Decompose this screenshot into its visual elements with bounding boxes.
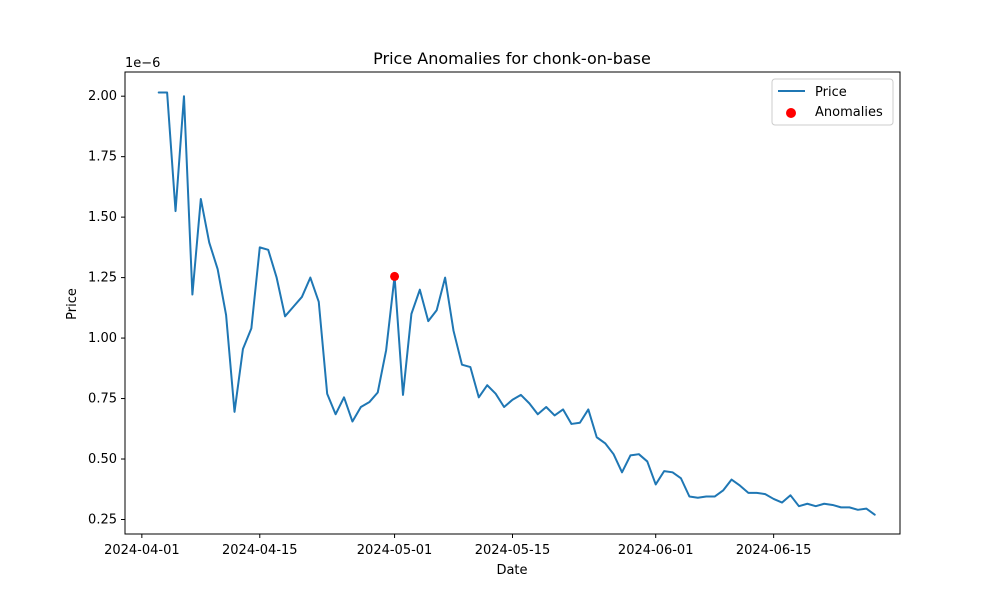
x-axis-ticks: 2024-04-01 2024-04-15 2024-05-01 2024-05-15… — [104, 534, 811, 558]
x-axis-label: Date — [496, 563, 527, 578]
y-tick-label: 0.25 — [88, 512, 117, 527]
y-tick-label: 0.75 — [88, 392, 117, 407]
anomaly-point — [390, 271, 400, 281]
anomaly-layer — [390, 271, 400, 281]
plot-area — [125, 72, 900, 534]
y-tick-label: 1.50 — [88, 210, 117, 225]
x-tick-label: 2024-06-01 — [618, 543, 694, 558]
x-tick-label: 2024-06-15 — [736, 543, 812, 558]
x-tick-label: 2024-04-15 — [222, 543, 298, 558]
y-tick-label: 1.75 — [88, 150, 117, 165]
y-axis-offset-label: 1e−6 — [125, 56, 160, 71]
x-tick-label: 2024-05-15 — [475, 543, 551, 558]
y-axis-ticks: 0.25 0.50 0.75 1.00 1.25 1.50 1.75 2.00 — [88, 89, 125, 527]
price-series-line — [157, 91, 876, 516]
legend-anomalies-label: Anomalies — [815, 105, 883, 120]
y-tick-label: 1.00 — [88, 331, 117, 346]
legend-price-label: Price — [815, 85, 847, 100]
y-tick-label: 2.00 — [88, 89, 117, 104]
y-axis-label: Price — [65, 288, 80, 320]
chart-title: Price Anomalies for chonk-on-base — [373, 49, 651, 68]
x-tick-label: 2024-05-01 — [357, 543, 433, 558]
legend-anomaly-marker — [786, 108, 796, 118]
legend: Price Anomalies — [771, 78, 894, 126]
y-tick-label: 1.25 — [88, 271, 117, 286]
x-tick-label: 2024-04-01 — [104, 543, 180, 558]
price-line-layer — [157, 91, 876, 516]
y-tick-label: 0.50 — [88, 452, 117, 467]
